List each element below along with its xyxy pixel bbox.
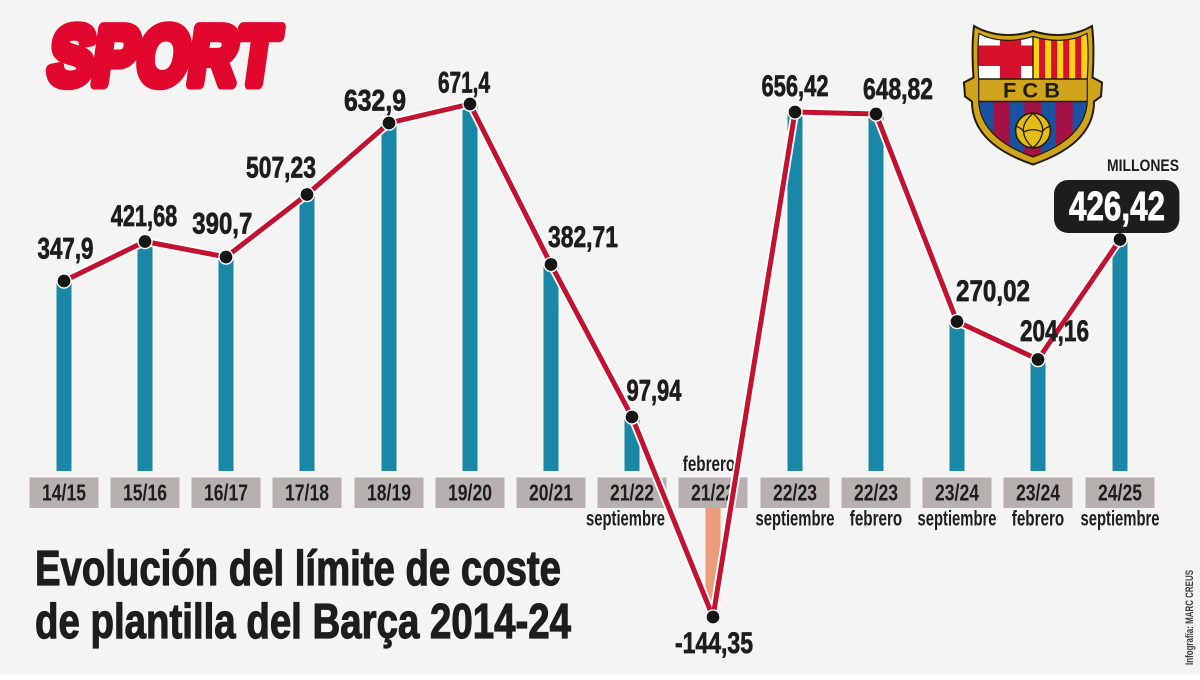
svg-text:18/19: 18/19 [367,480,411,506]
svg-text:426,42: 426,42 [1069,183,1165,229]
svg-text:22/23: 22/23 [854,480,898,506]
svg-text:febrero: febrero [1012,508,1065,531]
svg-text:270,02: 270,02 [956,275,1030,308]
svg-text:648,82: 648,82 [863,73,933,106]
svg-text:382,71: 382,71 [548,221,618,254]
svg-text:Evolución del límite de coste: Evolución del límite de coste [35,542,561,596]
svg-text:20/21: 20/21 [529,480,573,506]
svg-text:671,4: 671,4 [438,67,490,100]
svg-text:16/17: 16/17 [204,480,248,506]
svg-text:17/18: 17/18 [285,480,329,506]
svg-text:22/23: 22/23 [773,480,817,506]
svg-text:SPORT: SPORT [44,10,285,102]
svg-text:24/25: 24/25 [1098,480,1142,506]
svg-text:-144,35: -144,35 [675,627,753,660]
svg-text:septiembre: septiembre [1081,508,1160,531]
svg-text:347,9: 347,9 [38,233,94,266]
svg-text:390,7: 390,7 [192,208,252,241]
svg-text:septiembre: septiembre [756,508,835,531]
svg-text:Infografía: MARC CREUS: Infografía: MARC CREUS [1184,570,1196,665]
svg-text:F C B: F C B [1003,80,1060,103]
svg-text:febrero: febrero [850,508,903,531]
svg-text:97,94: 97,94 [627,375,682,408]
svg-text:23/24: 23/24 [935,480,979,506]
svg-text:421,68: 421,68 [111,200,178,233]
svg-text:MILLONES: MILLONES [1107,156,1179,175]
svg-text:septiembre: septiembre [918,508,997,531]
svg-text:204,16: 204,16 [1020,315,1089,348]
svg-text:septiembre: septiembre [586,508,665,531]
svg-text:19/20: 19/20 [448,480,492,506]
svg-text:632,9: 632,9 [344,85,406,118]
svg-text:14/15: 14/15 [42,480,86,506]
svg-text:507,23: 507,23 [246,152,316,185]
svg-text:15/16: 15/16 [123,480,167,506]
svg-text:febrero: febrero [683,453,736,476]
svg-text:21/22: 21/22 [610,480,654,506]
svg-text:23/24: 23/24 [1016,480,1060,506]
svg-text:656,42: 656,42 [762,70,829,103]
svg-text:de plantilla del Barça 2014-24: de plantilla del Barça 2014-24 [35,595,571,649]
